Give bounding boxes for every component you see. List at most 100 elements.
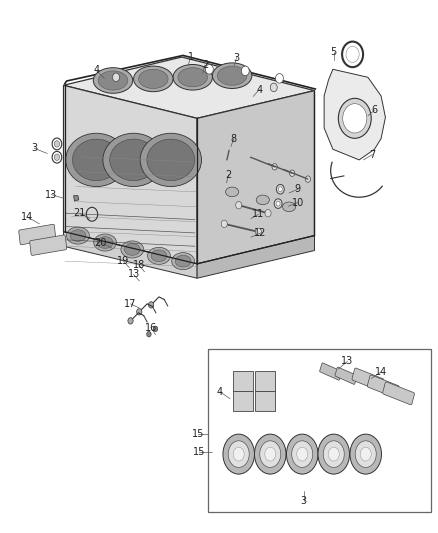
Ellipse shape (72, 139, 120, 181)
Ellipse shape (67, 227, 89, 244)
Ellipse shape (343, 103, 367, 133)
Text: 4: 4 (93, 66, 99, 75)
Text: 17: 17 (124, 299, 137, 309)
Text: 13: 13 (127, 270, 140, 279)
Ellipse shape (233, 447, 244, 461)
Text: 16: 16 (145, 323, 157, 333)
FancyBboxPatch shape (367, 375, 399, 398)
Ellipse shape (286, 434, 318, 474)
Ellipse shape (103, 133, 164, 187)
Ellipse shape (175, 255, 191, 267)
Ellipse shape (93, 68, 133, 93)
Ellipse shape (283, 202, 296, 212)
Text: 13: 13 (341, 357, 353, 366)
Ellipse shape (274, 199, 282, 208)
Ellipse shape (217, 66, 247, 85)
Ellipse shape (297, 447, 307, 461)
Ellipse shape (151, 250, 167, 262)
Text: 19: 19 (117, 256, 130, 266)
Ellipse shape (147, 139, 195, 181)
Text: 7: 7 (369, 150, 375, 159)
FancyBboxPatch shape (233, 371, 253, 391)
Text: 3: 3 (300, 496, 307, 506)
Text: 20: 20 (95, 238, 107, 247)
FancyBboxPatch shape (233, 391, 253, 411)
Circle shape (290, 170, 295, 176)
Ellipse shape (54, 141, 60, 147)
Ellipse shape (328, 447, 339, 461)
Ellipse shape (279, 187, 282, 191)
Ellipse shape (360, 447, 371, 461)
Ellipse shape (350, 434, 381, 474)
Circle shape (305, 176, 311, 182)
Polygon shape (64, 57, 314, 118)
Ellipse shape (94, 234, 117, 251)
Ellipse shape (124, 244, 140, 255)
Ellipse shape (265, 447, 276, 461)
Polygon shape (74, 196, 79, 201)
Ellipse shape (134, 66, 173, 92)
Circle shape (241, 66, 249, 76)
Ellipse shape (140, 133, 201, 187)
Ellipse shape (276, 184, 284, 194)
Polygon shape (64, 232, 197, 278)
FancyBboxPatch shape (352, 368, 384, 391)
FancyBboxPatch shape (30, 235, 67, 255)
Ellipse shape (276, 201, 280, 206)
Ellipse shape (346, 46, 359, 62)
Circle shape (270, 83, 277, 92)
Ellipse shape (355, 441, 376, 467)
Circle shape (255, 228, 261, 236)
Circle shape (148, 302, 154, 308)
Text: 9: 9 (295, 184, 301, 194)
Ellipse shape (338, 98, 371, 138)
Circle shape (153, 326, 158, 332)
Ellipse shape (172, 253, 194, 270)
Text: 3: 3 (233, 53, 240, 62)
Text: 2: 2 (202, 60, 208, 70)
Text: 10: 10 (292, 198, 304, 207)
Text: 5: 5 (331, 47, 337, 57)
Circle shape (236, 201, 242, 209)
Text: 3: 3 (31, 143, 37, 153)
Circle shape (221, 220, 227, 228)
Text: 11: 11 (252, 209, 265, 219)
Circle shape (128, 318, 133, 324)
Ellipse shape (98, 71, 128, 90)
Text: 2: 2 (226, 170, 232, 180)
Text: 13: 13 (45, 190, 57, 199)
Ellipse shape (256, 195, 269, 205)
Text: 8: 8 (231, 134, 237, 143)
Circle shape (276, 74, 283, 83)
Text: 4: 4 (217, 387, 223, 397)
FancyBboxPatch shape (255, 391, 275, 411)
Ellipse shape (121, 241, 144, 258)
Circle shape (205, 64, 213, 74)
FancyBboxPatch shape (255, 371, 275, 391)
Polygon shape (197, 91, 314, 264)
Ellipse shape (292, 441, 313, 467)
FancyBboxPatch shape (383, 382, 414, 405)
Ellipse shape (323, 441, 344, 467)
Ellipse shape (260, 441, 281, 467)
Text: 15: 15 (192, 430, 204, 439)
Polygon shape (64, 85, 197, 264)
Circle shape (113, 73, 120, 82)
Ellipse shape (318, 434, 350, 474)
FancyBboxPatch shape (208, 349, 431, 512)
FancyBboxPatch shape (335, 367, 357, 384)
Circle shape (137, 309, 142, 315)
Ellipse shape (226, 187, 239, 197)
Ellipse shape (173, 64, 212, 90)
Ellipse shape (228, 441, 249, 467)
Text: 18: 18 (133, 261, 145, 270)
Circle shape (272, 164, 277, 170)
Ellipse shape (223, 434, 254, 474)
Text: 4: 4 (256, 85, 262, 94)
Text: 6: 6 (371, 106, 378, 115)
Ellipse shape (138, 69, 168, 88)
Ellipse shape (110, 139, 158, 181)
Polygon shape (197, 236, 314, 278)
Text: 14: 14 (21, 212, 33, 222)
Text: 21: 21 (74, 208, 86, 218)
